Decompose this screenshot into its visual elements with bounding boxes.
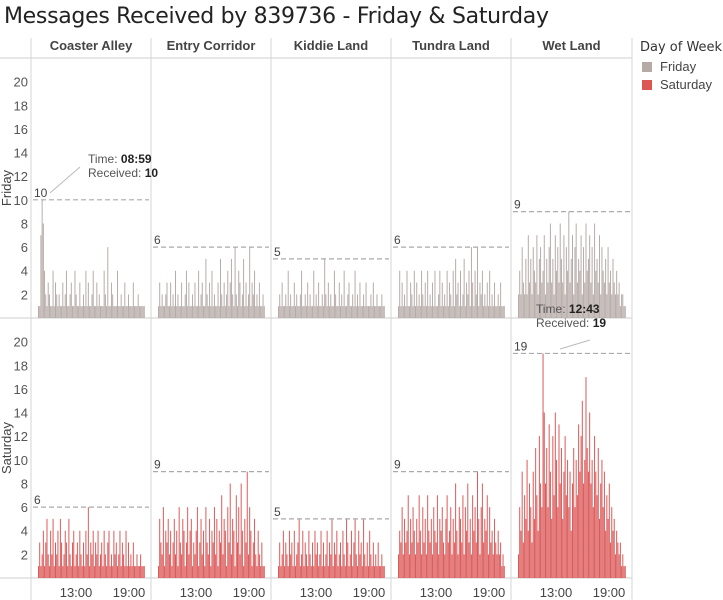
legend: Day of Week Friday Saturday xyxy=(640,40,722,92)
annotation-leader-0 xyxy=(49,166,81,194)
max-label-saturday-coaster-alley: 6 xyxy=(34,493,41,507)
y-tick-label-saturday-16: 16 xyxy=(14,382,28,397)
y-tick-label-friday-8: 8 xyxy=(21,216,28,231)
bars-friday-kiddie-land xyxy=(278,258,385,318)
annotation-received-1: Received: 19 xyxy=(536,316,606,330)
x-tick-label-entry-corridor-1: 19:00 xyxy=(233,585,266,600)
annotation-time-1: Time: 12:43 xyxy=(536,302,600,316)
bars-saturday-tundra-land xyxy=(398,471,505,578)
y-tick-label-friday-14: 14 xyxy=(14,146,28,161)
x-tick-label-tundra-land-1: 19:00 xyxy=(473,585,506,600)
x-tick-label-coaster-alley-0: 13:00 xyxy=(60,585,93,600)
legend-title: Day of Week xyxy=(640,40,723,55)
column-header-kiddie-land: Kiddie Land xyxy=(294,38,368,53)
y-tick-label-friday-4: 4 xyxy=(21,264,28,279)
chart-title: Messages Received by 839736 - Friday & S… xyxy=(4,4,549,29)
max-label-saturday-wet-land: 19 xyxy=(514,339,528,353)
legend-item-friday[interactable]: Friday xyxy=(642,59,722,74)
bars-friday-wet-land xyxy=(518,211,626,318)
max-label-saturday-tundra-land: 9 xyxy=(394,458,401,472)
y-tick-label-friday-10: 10 xyxy=(14,193,28,208)
column-header-wet-land: Wet Land xyxy=(542,38,600,53)
bars-saturday-coaster-alley xyxy=(38,507,145,578)
y-tick-label-friday-16: 16 xyxy=(14,122,28,137)
annotation-received-0: Received: 10 xyxy=(88,166,158,180)
y-tick-label-saturday-12: 12 xyxy=(14,429,28,444)
y-tick-label-saturday-6: 6 xyxy=(21,500,28,515)
y-tick-label-saturday-4: 4 xyxy=(21,524,28,539)
legend-swatch-friday xyxy=(642,61,652,72)
max-label-friday-kiddie-land: 5 xyxy=(274,245,281,259)
x-tick-label-wet-land-1: 19:00 xyxy=(593,585,626,600)
y-tick-label-saturday-10: 10 xyxy=(14,453,28,468)
y-tick-label-friday-2: 2 xyxy=(21,287,28,302)
x-tick-label-kiddie-land-1: 19:00 xyxy=(353,585,386,600)
y-tick-label-friday-18: 18 xyxy=(14,98,28,113)
column-header-tundra-land: Tundra Land xyxy=(412,38,490,53)
annotation-time-0: Time: 08:59 xyxy=(88,152,152,166)
bars-friday-entry-corridor xyxy=(158,247,265,318)
max-label-friday-tundra-land: 6 xyxy=(394,233,401,247)
x-tick-label-entry-corridor-0: 13:00 xyxy=(180,585,213,600)
y-tick-label-saturday-14: 14 xyxy=(14,406,28,421)
max-label-saturday-kiddie-land: 5 xyxy=(274,505,281,519)
x-tick-label-kiddie-land-0: 13:00 xyxy=(300,585,333,600)
max-label-saturday-entry-corridor: 9 xyxy=(154,458,161,472)
bars-saturday-wet-land xyxy=(518,353,626,578)
row-label-friday: Friday xyxy=(0,169,14,206)
y-tick-label-saturday-8: 8 xyxy=(21,476,28,491)
y-tick-label-friday-20: 20 xyxy=(14,75,28,90)
bars-saturday-kiddie-land xyxy=(278,518,385,578)
legend-label-saturday: Saturday xyxy=(660,77,713,92)
legend-swatch-saturday xyxy=(642,79,652,90)
max-label-friday-entry-corridor: 6 xyxy=(154,233,161,247)
bars-friday-coaster-alley xyxy=(38,199,145,318)
y-tick-label-saturday-20: 20 xyxy=(14,335,28,350)
x-tick-label-tundra-land-0: 13:00 xyxy=(420,585,453,600)
bars-saturday-entry-corridor xyxy=(158,471,265,578)
bars-friday-tundra-land xyxy=(398,247,505,318)
max-label-friday-coaster-alley: 10 xyxy=(34,186,48,200)
x-tick-label-wet-land-0: 13:00 xyxy=(540,585,573,600)
max-label-friday-wet-land: 9 xyxy=(514,198,521,212)
row-label-saturday: Saturday xyxy=(0,421,14,474)
x-tick-label-coaster-alley-1: 19:00 xyxy=(113,585,146,600)
y-tick-label-saturday-18: 18 xyxy=(14,358,28,373)
column-header-coaster-alley: Coaster Alley xyxy=(50,38,133,53)
y-tick-label-saturday-2: 2 xyxy=(21,547,28,562)
y-tick-label-friday-12: 12 xyxy=(14,169,28,184)
y-tick-label-friday-6: 6 xyxy=(21,240,28,255)
annotation-leader-1 xyxy=(559,339,591,350)
legend-label-friday: Friday xyxy=(660,59,697,74)
column-header-entry-corridor: Entry Corridor xyxy=(167,38,256,53)
legend-item-saturday[interactable]: Saturday xyxy=(642,77,722,92)
